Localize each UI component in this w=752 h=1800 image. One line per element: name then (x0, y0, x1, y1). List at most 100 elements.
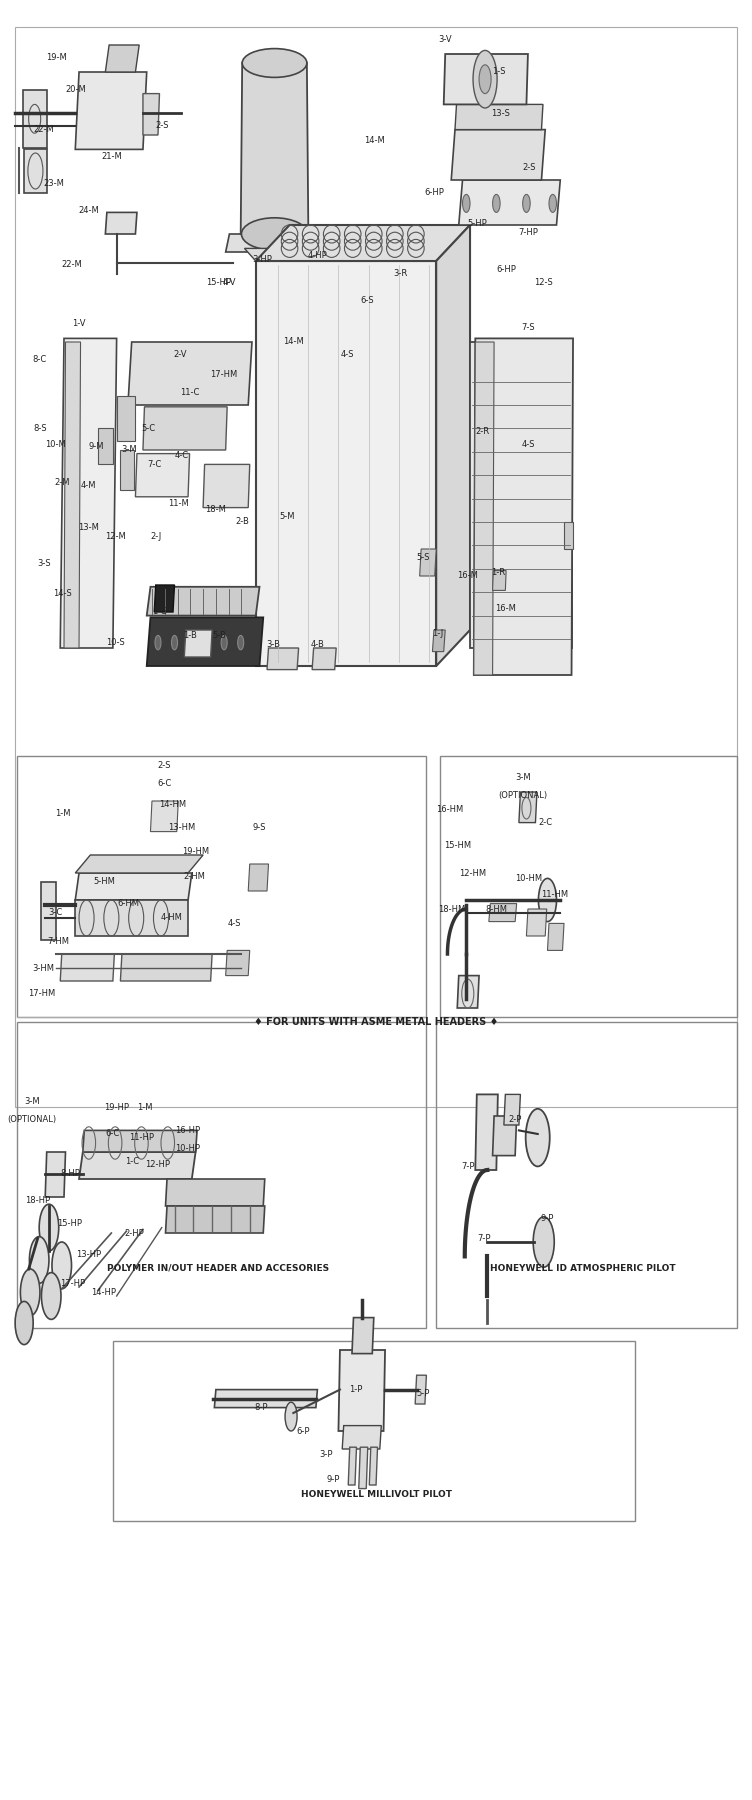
Text: 18-HM: 18-HM (438, 904, 465, 914)
Text: 2-R: 2-R (476, 428, 490, 437)
Text: 2-HP: 2-HP (124, 1228, 144, 1238)
Text: 4-M: 4-M (81, 481, 96, 490)
Text: 13-S: 13-S (490, 108, 510, 117)
Polygon shape (154, 585, 174, 612)
Text: 22-M: 22-M (61, 261, 82, 270)
Circle shape (20, 1269, 40, 1316)
Polygon shape (436, 225, 470, 666)
Circle shape (205, 635, 211, 650)
Text: 10-HM: 10-HM (515, 875, 542, 882)
Text: 6-S: 6-S (360, 297, 374, 306)
Text: 11-HM: 11-HM (541, 891, 569, 900)
Polygon shape (75, 855, 203, 873)
Polygon shape (352, 1318, 374, 1354)
Text: 17-HM: 17-HM (210, 369, 237, 378)
Text: 14-M: 14-M (364, 135, 385, 144)
Circle shape (238, 635, 244, 650)
Text: 3-R: 3-R (394, 270, 408, 279)
Text: (OPTIONAL): (OPTIONAL) (498, 792, 547, 799)
Polygon shape (45, 1152, 65, 1197)
Polygon shape (420, 549, 436, 576)
Text: 3-HM: 3-HM (32, 965, 55, 972)
Text: 9-P: 9-P (540, 1213, 553, 1224)
Text: 7-HP: 7-HP (518, 229, 538, 238)
Polygon shape (105, 212, 137, 234)
Bar (17, 756, 426, 1017)
Polygon shape (519, 792, 537, 823)
Text: 24-M: 24-M (78, 205, 99, 214)
Text: 11-M: 11-M (168, 499, 189, 508)
Circle shape (155, 635, 161, 650)
Text: 7-C: 7-C (147, 461, 162, 470)
Polygon shape (312, 648, 336, 670)
Polygon shape (444, 54, 528, 104)
Text: 2-M: 2-M (55, 479, 70, 488)
Text: 8-C: 8-C (33, 356, 47, 364)
Polygon shape (64, 342, 80, 648)
Text: ♦ FOR UNITS WITH ASME METAL HEADERS ♦: ♦ FOR UNITS WITH ASME METAL HEADERS ♦ (254, 1017, 499, 1028)
Polygon shape (564, 522, 573, 549)
Text: 1-M: 1-M (137, 1102, 152, 1111)
Circle shape (526, 1109, 550, 1166)
Polygon shape (459, 180, 560, 225)
Text: 13-HP: 13-HP (76, 1249, 102, 1260)
Text: 6-C: 6-C (157, 779, 171, 788)
Circle shape (493, 194, 500, 212)
Polygon shape (128, 342, 252, 405)
Polygon shape (241, 63, 308, 234)
Text: 1-V: 1-V (72, 320, 86, 328)
Text: 14-HM: 14-HM (159, 799, 186, 808)
Text: 9-M: 9-M (89, 443, 104, 452)
Polygon shape (489, 904, 517, 922)
Text: 5-HP: 5-HP (468, 220, 487, 229)
Text: 7-P: 7-P (462, 1163, 475, 1172)
Polygon shape (457, 976, 479, 1008)
Text: 15-HP: 15-HP (205, 279, 231, 288)
Polygon shape (24, 149, 47, 193)
Circle shape (52, 1242, 71, 1289)
Circle shape (39, 1204, 59, 1251)
Text: (OPTIONAL): (OPTIONAL) (7, 1114, 56, 1123)
Text: 16-M: 16-M (495, 603, 516, 612)
Text: 22-M: 22-M (33, 124, 54, 133)
Polygon shape (184, 630, 212, 657)
Polygon shape (267, 648, 299, 670)
Polygon shape (256, 261, 436, 666)
Text: 21-M: 21-M (101, 151, 122, 160)
Text: 3-M: 3-M (24, 1096, 39, 1105)
Polygon shape (474, 338, 573, 675)
Circle shape (523, 194, 530, 212)
Polygon shape (135, 454, 190, 497)
Polygon shape (150, 801, 178, 832)
Bar (15, 27, 737, 1107)
Text: 11-C: 11-C (180, 387, 199, 396)
Polygon shape (60, 954, 114, 981)
Circle shape (479, 65, 491, 94)
Polygon shape (493, 571, 506, 590)
Text: 1-C: 1-C (125, 1157, 138, 1166)
Text: 2-S: 2-S (522, 162, 535, 171)
Text: 14-HP: 14-HP (90, 1289, 116, 1296)
Text: 2-S: 2-S (157, 760, 171, 770)
Text: POLYMER IN/OUT HEADER AND ACCESORIES: POLYMER IN/OUT HEADER AND ACCESORIES (107, 1264, 329, 1273)
Text: 6-HP: 6-HP (496, 265, 516, 274)
Circle shape (285, 1402, 297, 1431)
Polygon shape (165, 1206, 265, 1233)
Circle shape (15, 1301, 33, 1345)
Polygon shape (98, 428, 113, 464)
Text: 8-HM: 8-HM (485, 904, 508, 914)
Text: 10-M: 10-M (44, 439, 65, 448)
Text: 3-V: 3-V (438, 36, 452, 45)
Text: 1-R: 1-R (491, 567, 505, 576)
Ellipse shape (241, 218, 308, 250)
Text: 6-HM: 6-HM (117, 900, 139, 907)
Text: 4-B: 4-B (311, 639, 324, 648)
Text: 16-M: 16-M (457, 572, 478, 580)
Text: 2-P: 2-P (508, 1114, 522, 1123)
Polygon shape (105, 45, 139, 72)
Polygon shape (244, 248, 417, 261)
Polygon shape (474, 342, 494, 675)
Text: 12-HM: 12-HM (459, 869, 486, 878)
Polygon shape (117, 396, 135, 441)
Text: 7-P: 7-P (477, 1235, 490, 1242)
